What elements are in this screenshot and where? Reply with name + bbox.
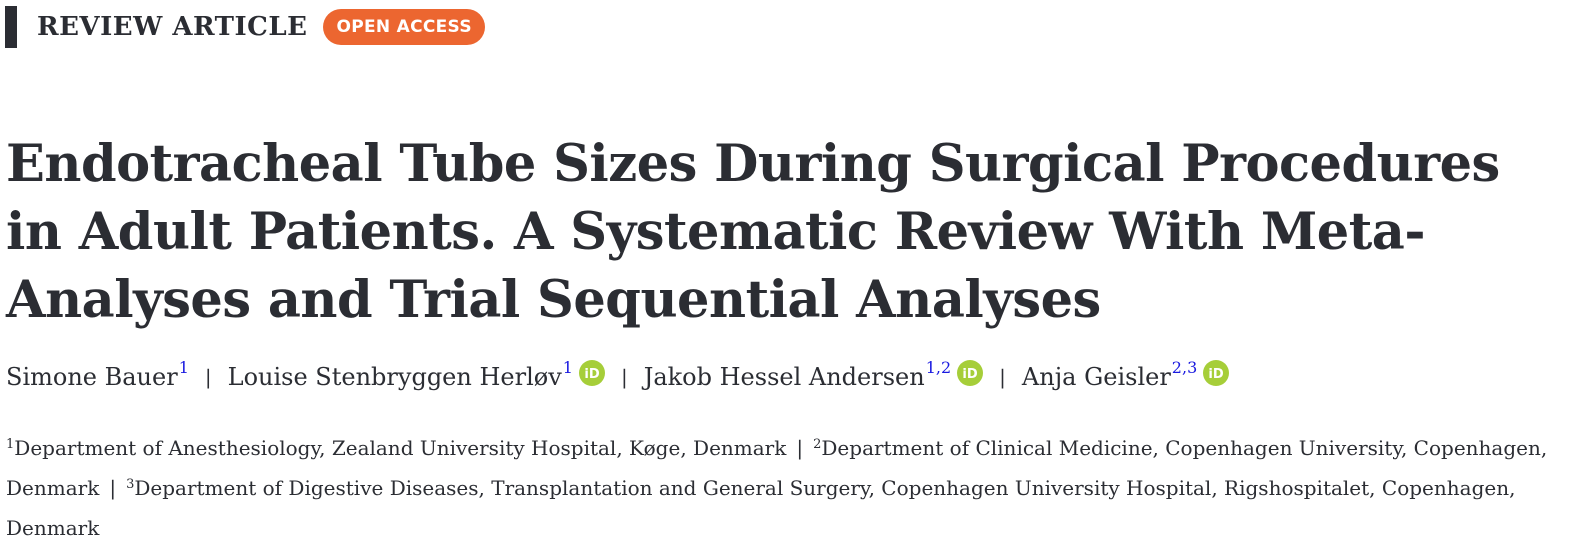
affiliation-number: 3 [126, 477, 135, 492]
article-type-label: REVIEW ARTICLE [37, 12, 308, 42]
orcid-icon[interactable]: iD [1203, 360, 1230, 386]
author-name[interactable]: Anja Geisler [1021, 363, 1171, 391]
svg-text:iD: iD [1209, 367, 1224, 382]
author-2[interactable]: Louise Stenbryggen Herløv 1 iD [227, 358, 605, 395]
author-1[interactable]: Simone Bauer 1 [6, 358, 189, 395]
affiliation-list: 1Department of Anesthesiology, Zealand U… [6, 430, 1566, 546]
svg-text:iD: iD [963, 367, 978, 382]
author-affiliation-ref[interactable]: 1 [178, 358, 189, 377]
author-name[interactable]: Simone Bauer [6, 363, 178, 391]
author-list: Simone Bauer 1 | Louise Stenbryggen Herlø… [6, 358, 1230, 395]
author-separator: | [999, 365, 1006, 389]
affiliation-separator: | [109, 476, 117, 500]
author-separator: | [620, 365, 628, 389]
open-access-badge[interactable]: OPEN ACCESS [323, 9, 485, 45]
affiliation-1: 1Department of Anesthesiology, Zealand U… [6, 436, 786, 460]
author-separator: | [204, 365, 212, 389]
affiliation-separator: | [796, 436, 804, 460]
author-name[interactable]: Jakob Hessel Andersen [643, 363, 925, 391]
affiliation-number: 1 [6, 437, 15, 452]
author-affiliation-ref[interactable]: 1,2 [925, 358, 952, 377]
svg-text:iD: iD [584, 367, 599, 382]
author-affiliation-ref[interactable]: 1 [562, 358, 573, 377]
article-header: REVIEW ARTICLE OPEN ACCESS [5, 6, 485, 48]
orcid-icon[interactable]: iD [957, 360, 984, 386]
header-accent-bar [5, 6, 17, 48]
affiliation-text: Department of Digestive Diseases, Transp… [6, 476, 1516, 540]
author-name[interactable]: Louise Stenbryggen Herløv [227, 363, 562, 391]
author-affiliation-ref[interactable]: 2,3 [1171, 358, 1198, 377]
author-3[interactable]: Jakob Hessel Andersen 1,2 iD [643, 358, 984, 395]
orcid-icon[interactable]: iD [578, 360, 605, 386]
affiliation-text: Department of Anesthesiology, Zealand Un… [14, 436, 787, 460]
affiliation-text: Department of Clinical Medicine, Copenha… [6, 436, 1548, 500]
author-4[interactable]: Anja Geisler 2,3 iD [1021, 358, 1230, 395]
article-title: Endotracheal Tube Sizes During Surgical … [6, 134, 1500, 330]
affiliation-2: 2Department of Clinical Medicine, Copenh… [6, 436, 1547, 500]
affiliation-number: 2 [813, 437, 822, 452]
affiliation-3: 3Department of Digestive Diseases, Trans… [6, 476, 1515, 540]
